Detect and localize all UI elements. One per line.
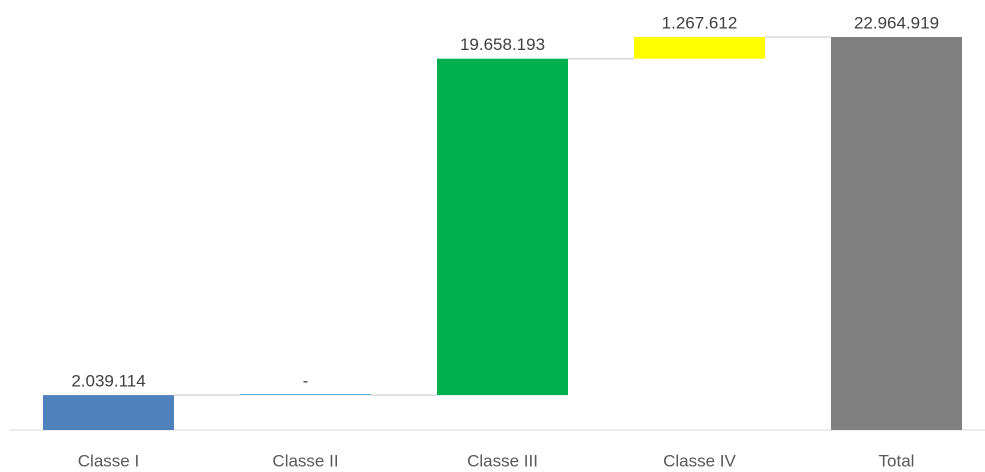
bar xyxy=(43,395,174,430)
bar xyxy=(437,58,568,396)
x-tick-label: Total xyxy=(879,451,915,470)
bar xyxy=(831,37,962,430)
value-label: 2.039.114 xyxy=(71,372,145,391)
bar xyxy=(634,37,765,59)
value-label: - xyxy=(303,372,309,391)
x-tick-label: Classe IV xyxy=(663,451,736,470)
value-label: 22.964.919 xyxy=(854,13,939,32)
x-tick-label: Classe I xyxy=(78,451,139,470)
x-tick-label: Classe III xyxy=(467,451,538,470)
value-label: 1.267.612 xyxy=(662,13,738,32)
bar xyxy=(240,394,371,396)
x-tick-label: Classe II xyxy=(272,451,338,470)
value-label: 19.658.193 xyxy=(460,35,545,54)
